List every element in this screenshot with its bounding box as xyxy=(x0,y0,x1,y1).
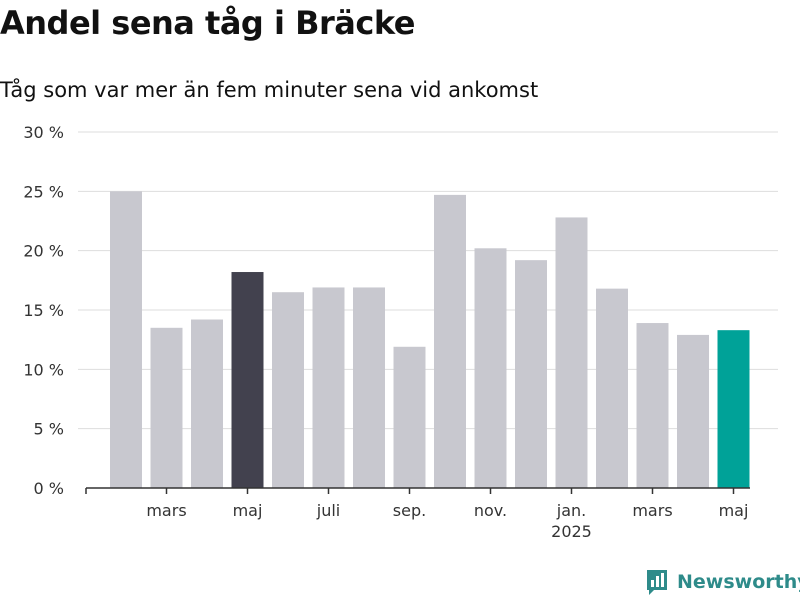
y-tick-label: 0 % xyxy=(34,479,64,498)
bar xyxy=(555,217,588,488)
bar xyxy=(717,330,750,488)
bar xyxy=(272,292,304,488)
bar xyxy=(393,346,426,488)
bar xyxy=(596,288,628,488)
x-tick-label: maj xyxy=(719,501,749,520)
bar xyxy=(677,334,709,488)
brand-logo: Newsworthy xyxy=(645,568,800,596)
chart-title: Andel sena tåg i Bräcke xyxy=(0,4,415,42)
x-tick-label: jan. xyxy=(556,501,586,520)
y-tick-label: 30 % xyxy=(23,123,64,142)
bar xyxy=(434,194,466,489)
x-tick-label: nov. xyxy=(474,501,507,520)
y-tick-label: 10 % xyxy=(23,360,64,379)
y-tick-label: 15 % xyxy=(23,301,64,320)
bar xyxy=(191,319,223,488)
bar xyxy=(515,260,547,488)
bar xyxy=(636,323,669,488)
newsworthy-logo-icon xyxy=(647,570,667,595)
chart-subtitle: Tåg som var mer än fem minuter sena vid … xyxy=(0,78,539,102)
x-tick-label: sep. xyxy=(393,501,426,520)
y-tick-label: 20 % xyxy=(23,242,64,261)
x-tick-year-label: 2025 xyxy=(551,522,592,541)
y-tick-label: 5 % xyxy=(34,420,64,439)
x-tick-label: juli xyxy=(316,501,340,520)
bar xyxy=(110,191,142,489)
x-tick-label: mars xyxy=(146,501,186,520)
x-tick-label: maj xyxy=(233,501,263,520)
y-tick-label: 25 % xyxy=(23,182,64,201)
bar xyxy=(312,287,345,488)
brand-name: Newsworthy xyxy=(677,571,800,593)
bar xyxy=(353,287,385,488)
bar xyxy=(150,327,183,488)
bar xyxy=(231,272,264,488)
bar xyxy=(474,248,507,488)
x-tick-label: mars xyxy=(632,501,672,520)
